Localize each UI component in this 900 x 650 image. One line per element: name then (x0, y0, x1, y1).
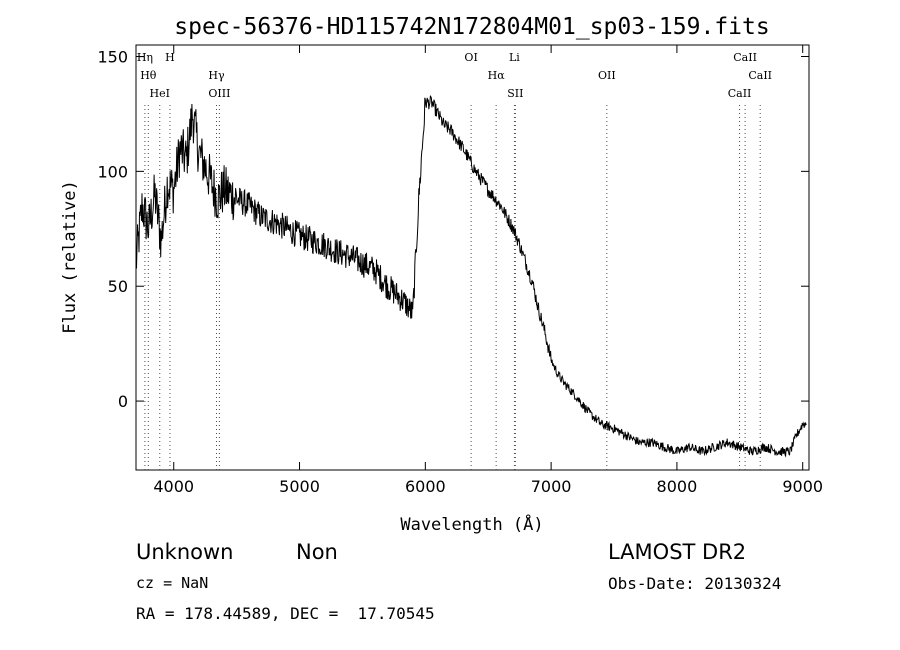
class-label: Unknown (136, 540, 234, 564)
spectral-line-label: Hη (137, 51, 153, 64)
spectral-line-label: CaII (728, 87, 752, 100)
chart-title: spec-56376-HD115742N172804M01_sp03-159.f… (174, 14, 769, 40)
plot-frame (135, 44, 810, 471)
y-tick-label: 50 (108, 277, 128, 296)
spectrum-line (135, 95, 807, 458)
cz-label: cz = NaN (136, 574, 209, 592)
spectral-line-label: Hθ (140, 69, 157, 82)
x-tick-label: 7000 (531, 477, 572, 496)
spectral-line-label: Li (509, 51, 520, 64)
x-tick-label: 6000 (405, 477, 446, 496)
spectral-line-label: CaII (748, 69, 772, 82)
spectral-line-label: OI (464, 51, 477, 64)
x-tick-label: 9000 (782, 477, 823, 496)
spectral-line-label: HeI (150, 87, 170, 100)
subclass-label: Non (296, 540, 338, 564)
x-tick-label: 8000 (657, 477, 698, 496)
x-tick-label: 5000 (279, 477, 320, 496)
radec-label: RA = 178.44589, DEC = 17.70545 (136, 604, 435, 623)
y-tick-label: 0 (118, 392, 128, 411)
y-tick-label: 100 (97, 162, 128, 181)
survey-label: LAMOST DR2 (608, 540, 747, 564)
spectral-line-label: Hγ (208, 69, 225, 82)
x-tick-label: 4000 (153, 477, 194, 496)
spectral-line-label: CaII (733, 51, 757, 64)
y-tick-label: 150 (97, 47, 128, 66)
obs-date-label: Obs-Date: 20130324 (608, 574, 782, 593)
spectral-line-label: OII (598, 69, 616, 82)
spectral-line-label: OIII (208, 87, 230, 100)
y-axis-label: Flux (relative) (60, 180, 80, 334)
spectral-line-label: H (165, 51, 175, 64)
spectral-line-label: Hα (488, 69, 506, 82)
spectral-line-label: SII (507, 87, 523, 100)
x-axis-label: Wavelength (Å) (400, 513, 543, 535)
